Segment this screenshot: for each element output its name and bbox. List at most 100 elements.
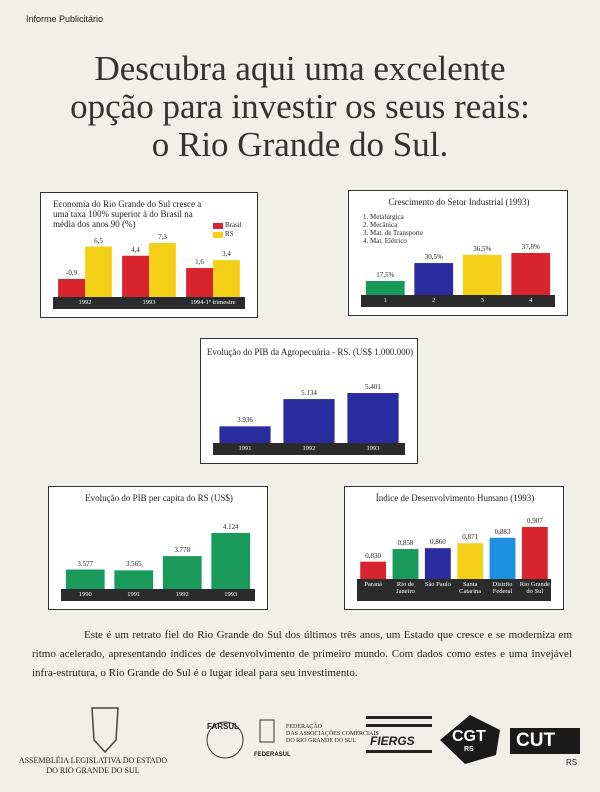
category-label: 1 <box>383 297 387 304</box>
plot <box>213 393 405 455</box>
value-label: 6,5 <box>94 236 103 245</box>
value-label: 3.936 <box>237 416 253 425</box>
value-label: -0,9 <box>66 269 78 277</box>
bar <box>149 243 176 297</box>
category-label: 1993 <box>142 299 156 306</box>
fiergs-line <box>366 750 432 753</box>
plot <box>61 533 255 601</box>
chart-frame: Economia do Rio Grande do Sul cresce a u… <box>40 192 258 318</box>
plot <box>53 223 245 309</box>
category-label: 1994-1º trimestre <box>190 299 236 306</box>
category-label: Santa Catarina <box>459 581 482 595</box>
category-label: 1993 <box>224 591 238 598</box>
category-label: 1993 <box>366 445 380 452</box>
cgt-state: RS <box>464 746 474 753</box>
category-label: Paraná <box>364 581 382 588</box>
category-label: 4 <box>529 297 533 304</box>
coat-of-arms <box>91 707 119 754</box>
bar <box>122 255 149 297</box>
bar <box>162 556 202 589</box>
headline: opção para investir os seus reais: <box>70 87 530 126</box>
value-label: 3.577 <box>77 559 94 568</box>
value-label: 5.401 <box>365 383 381 391</box>
bar <box>457 543 484 579</box>
chart-frame: Crescimento do Setor Industrial (1993) 1 1… <box>348 190 568 316</box>
value-label: 0,858 <box>397 539 414 548</box>
federasul: FEDERASUL <box>254 752 291 758</box>
federasul-logo <box>259 719 275 743</box>
bar <box>283 399 335 443</box>
category-label: 1992 <box>302 445 316 452</box>
value-label: 5.134 <box>301 389 317 398</box>
value-label: 36,5% <box>473 244 492 253</box>
cut-state: RS <box>566 758 578 767</box>
category-label: 1991 <box>127 591 141 598</box>
legend-swatch <box>213 223 223 229</box>
text-line: DAS ASSOCIAÇÕES COMERCIAIS <box>286 731 379 737</box>
footer-art <box>91 707 580 764</box>
value-label: 30,5% <box>424 253 443 262</box>
category-band <box>357 579 551 601</box>
headline: o Rio Grande do Sul. <box>151 125 449 164</box>
cgt: CGT <box>452 728 486 745</box>
category-band <box>213 443 405 455</box>
bar <box>511 253 551 295</box>
bar <box>58 279 85 297</box>
category-label: Distrito Federal <box>492 581 513 595</box>
category-label: 1992 <box>78 299 92 306</box>
category-label: 3 <box>480 297 484 304</box>
value-label: 4.124 <box>222 523 239 531</box>
value-label: 0,871 <box>462 533 479 542</box>
category-label: Rio Grande do Sul <box>519 581 550 595</box>
value-label: 0,907 <box>526 517 543 525</box>
value-label: 3.565 <box>125 560 142 569</box>
fiergs-line <box>366 724 432 727</box>
text-line: DO RIO GRANDE DO SUL <box>286 738 356 744</box>
bar <box>462 254 502 295</box>
value-label: 3,4 <box>222 250 231 259</box>
bar <box>347 393 399 443</box>
value-label: 0,883 <box>494 527 511 536</box>
category-band <box>61 589 255 601</box>
value-label: 4,4 <box>131 245 140 254</box>
assembly-line: DO RIO GRANDE DO SUL <box>46 766 140 775</box>
assembly: ASSEMBLÉIA LEGISLATIVA DO ESTADO DO RIO G… <box>18 756 168 776</box>
category-label: São Paulo <box>424 581 451 588</box>
plot <box>361 253 555 307</box>
value-label: 0,860 <box>429 538 446 547</box>
farsul-logo <box>206 721 244 759</box>
category-label: 2 <box>432 297 436 304</box>
bar <box>365 281 405 295</box>
bar <box>489 537 516 579</box>
fiergs-line <box>366 716 432 719</box>
category-label: 1992 <box>175 591 189 598</box>
bar <box>414 263 454 295</box>
legend-swatch <box>213 232 223 238</box>
bar <box>211 533 251 589</box>
chart-frame: Evolução do PIB da Agropecuária - RS. (U… <box>200 338 418 464</box>
chart-frame: Índice de Desenvolvimento Humano (1993) P… <box>344 486 564 610</box>
bar <box>186 268 213 297</box>
assembly-line: ASSEMBLÉIA LEGISLATIVA DO ESTADO <box>18 756 168 765</box>
chart-title: Crescimento do Setor Industrial (1993) <box>388 197 530 207</box>
farsul: FARSUL <box>207 722 239 731</box>
bar <box>114 570 154 589</box>
bar <box>65 569 105 589</box>
value-label: 7,3 <box>158 233 167 241</box>
bar <box>85 246 112 297</box>
chart-title: Evolução do PIB per capita do RS (US$) <box>85 493 233 503</box>
tag: Informe Publicitário <box>26 14 104 24</box>
bar <box>360 561 387 579</box>
chart-title: Evolução do PIB da Agropecuária - RS. (U… <box>206 347 414 357</box>
bar <box>521 527 548 579</box>
value-label: 37,8% <box>521 243 540 251</box>
fiergs: FIERGS <box>370 734 415 748</box>
federasul-text: FEDERAÇÃO DAS ASSOCIAÇÕES COMERCIAIS DO RI… <box>286 724 379 745</box>
category-band <box>361 295 555 307</box>
legend-item: 1. Metalúrgica <box>363 213 404 221</box>
category-label: 1990 <box>78 591 92 598</box>
category-label: Rio de Janeiro <box>396 581 415 595</box>
cgt-map <box>440 715 500 764</box>
bar <box>392 549 419 579</box>
